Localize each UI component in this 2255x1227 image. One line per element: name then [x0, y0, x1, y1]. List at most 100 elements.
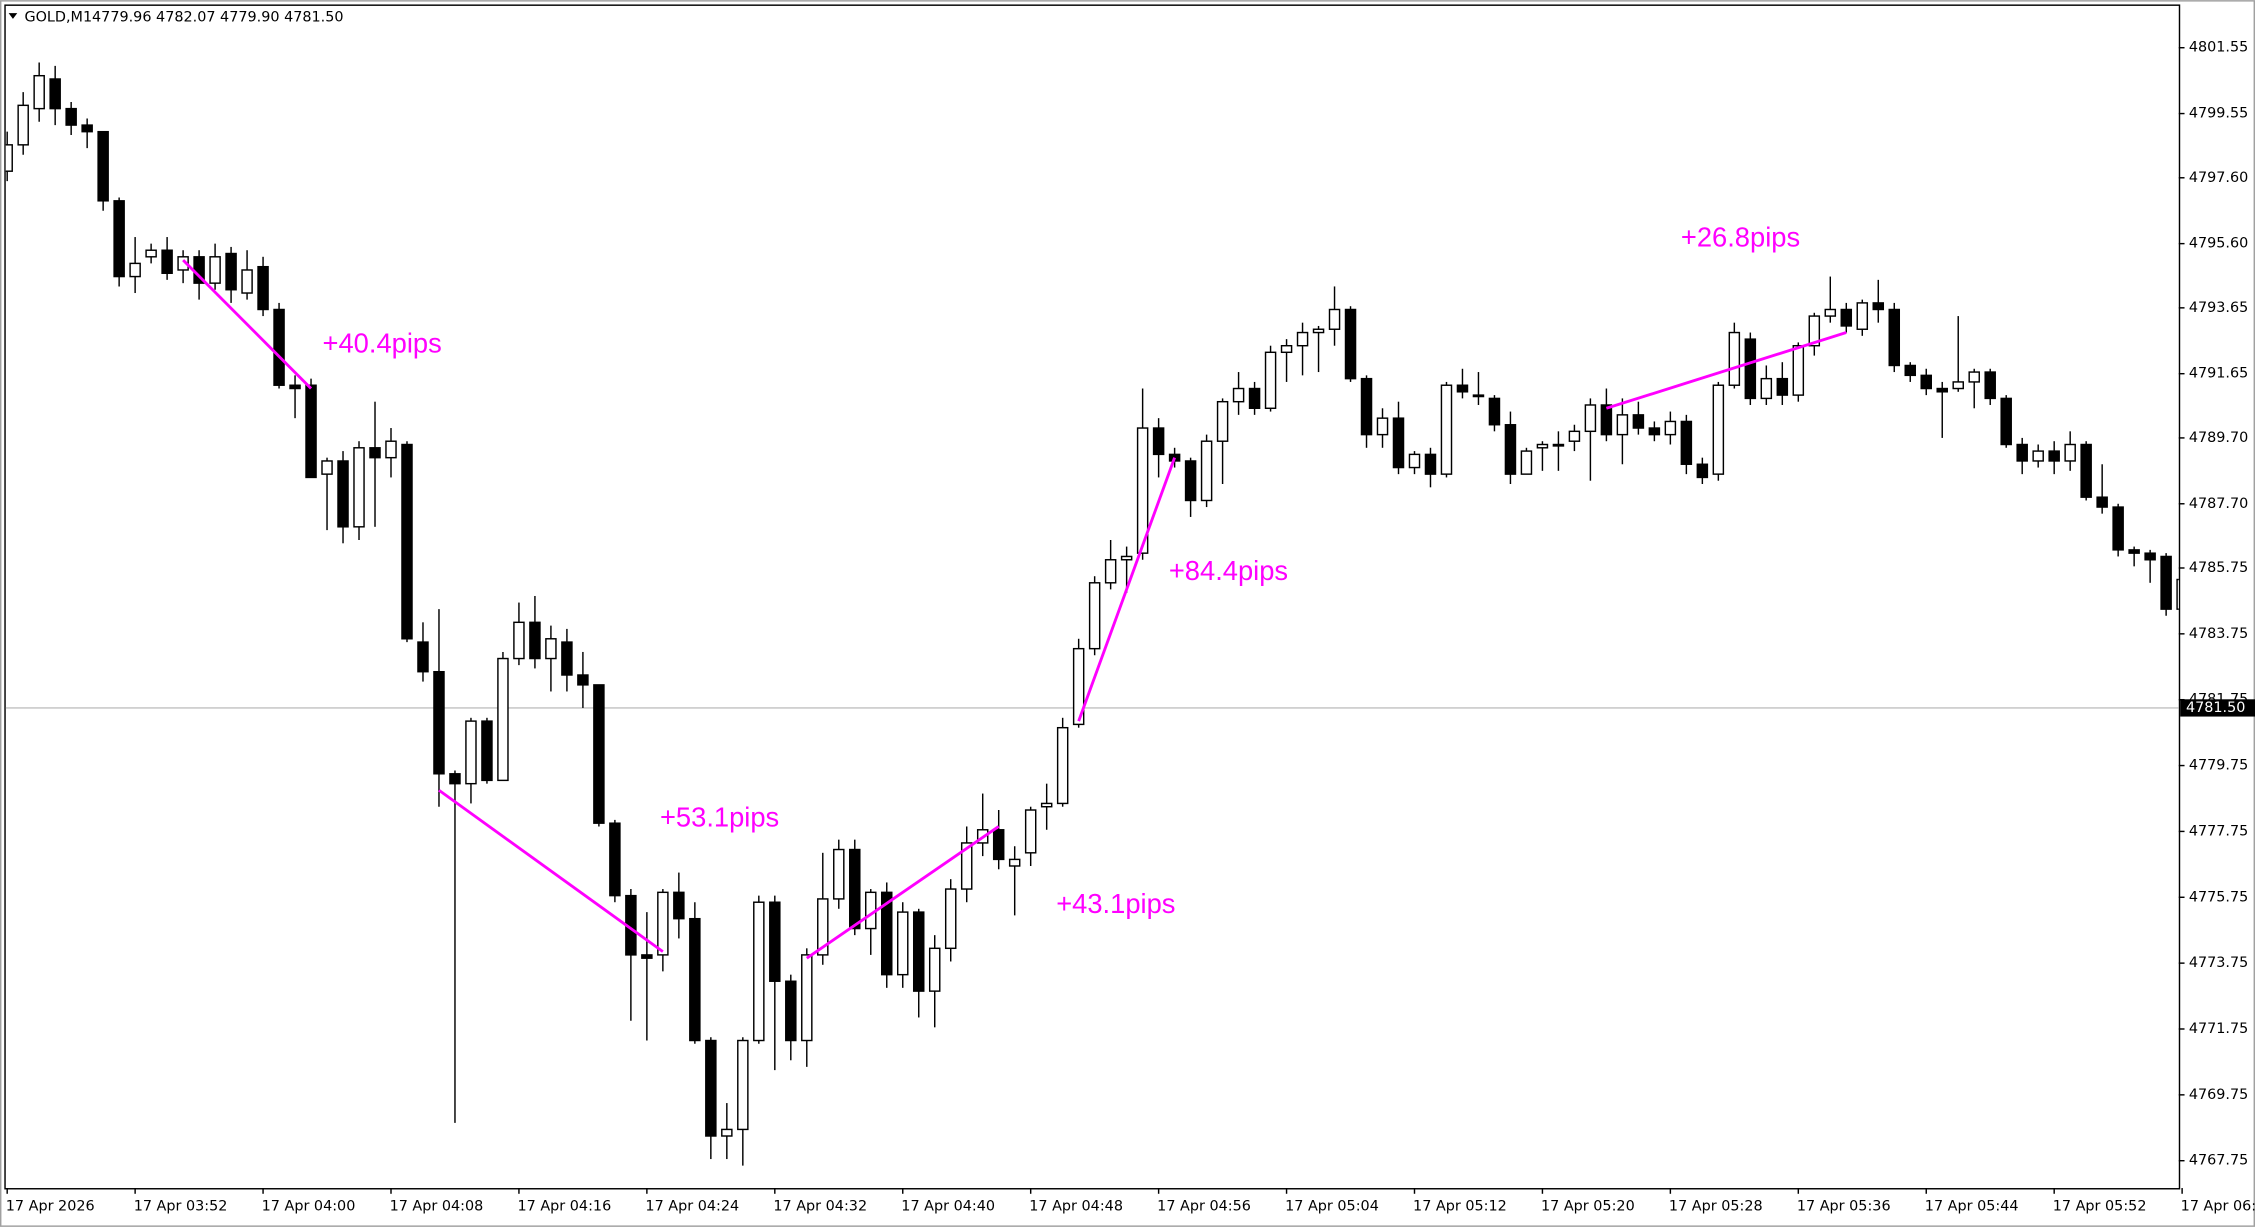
candle-body — [801, 954, 813, 1042]
candle-body — [337, 460, 349, 528]
candle-body — [1648, 427, 1661, 436]
y-tick-label: 4793.65 — [2189, 300, 2248, 316]
candle-body — [2064, 443, 2076, 462]
candle-body — [641, 954, 653, 959]
y-tick-label: 4773.75 — [2189, 955, 2248, 971]
candle-body — [1872, 302, 1885, 311]
candle-body — [1664, 420, 1677, 436]
candle-body — [992, 829, 1005, 861]
candle-body — [49, 78, 61, 110]
candle-body — [1360, 377, 1373, 436]
candle-body — [849, 848, 861, 930]
candle-body — [369, 447, 381, 459]
candle-body — [1856, 302, 1869, 330]
candle-body — [1552, 443, 1565, 447]
candle-body — [928, 947, 941, 992]
candle-body — [561, 641, 573, 676]
annotation-label: +53.1pips — [660, 802, 779, 833]
candle-body — [2144, 552, 2156, 561]
candle-body — [161, 249, 173, 274]
candle-body — [129, 262, 141, 278]
candle-body — [1120, 555, 1133, 561]
symbol-title: GOLD,M1 — [24, 9, 92, 25]
candle-body — [353, 447, 365, 528]
ohlc-header: 4779.96 4782.07 4779.90 4781.50 — [92, 9, 344, 25]
candle-body — [1904, 364, 1917, 377]
x-tick-label: 17 Apr 04:40 — [901, 1199, 995, 1215]
candle-body — [817, 898, 829, 956]
x-tick-label: 17 Apr 05:52 — [2053, 1199, 2147, 1215]
candle-body — [305, 384, 317, 479]
candle-body — [257, 265, 269, 311]
candle-body — [785, 980, 797, 1042]
candle-body — [2000, 397, 2012, 446]
candle-body — [1600, 404, 1613, 436]
candle-body — [912, 911, 925, 992]
candle-body — [1472, 394, 1485, 398]
trend-line — [182, 259, 313, 390]
candle-body — [2176, 578, 2179, 610]
y-tick-label: 4799.55 — [2189, 106, 2248, 122]
y-tick-label: 4785.75 — [2189, 560, 2248, 576]
trend-line — [805, 825, 1000, 960]
candle-body — [1680, 420, 1693, 465]
x-tick-label: 17 Apr 05:04 — [1285, 1199, 1379, 1215]
annotation-label: +40.4pips — [323, 328, 442, 359]
candle-body — [529, 621, 541, 660]
candle-body — [737, 1039, 749, 1131]
y-tick-label: 4789.70 — [2189, 430, 2248, 446]
candle-body — [1056, 726, 1069, 805]
candle-body — [1040, 802, 1053, 808]
annotation-label: +84.4pips — [1169, 555, 1288, 586]
candle-body — [1312, 328, 1325, 334]
candle-body — [2048, 450, 2060, 462]
plot-frame — [4, 4, 2181, 1190]
candle-body — [401, 443, 413, 640]
candle-body — [97, 130, 109, 202]
candle-body — [417, 641, 429, 673]
x-tick-label: 17 Apr 06:00 — [2181, 1199, 2255, 1215]
candle-body — [1232, 387, 1245, 403]
x-tick-label: 17 Apr 05:36 — [1797, 1199, 1891, 1215]
y-tick-label: 4795.60 — [2189, 236, 2248, 252]
candle-body — [1008, 858, 1021, 867]
candle-body — [1952, 381, 1964, 390]
trend-line — [1605, 331, 1847, 410]
candle-body — [1104, 559, 1117, 584]
menu-triangle[interactable] — [8, 13, 18, 19]
x-tick-label: 17 Apr 04:32 — [773, 1199, 867, 1215]
candle-body — [1504, 424, 1517, 475]
candle-body — [1456, 384, 1469, 393]
candle-body — [960, 842, 973, 890]
candle-body — [497, 657, 509, 782]
x-tick-label: 17 Apr 04:16 — [517, 1199, 611, 1215]
candle-body — [2016, 443, 2028, 462]
x-tick-label: 17 Apr 05:12 — [1413, 1199, 1507, 1215]
candle-body — [1072, 647, 1085, 726]
x-tick-label: 17 Apr 2026 — [6, 1199, 95, 1215]
candle-body — [1776, 377, 1789, 396]
candle-body — [1728, 331, 1741, 386]
candle-body — [1568, 430, 1581, 442]
y-tick-label: 4777.75 — [2189, 823, 2248, 839]
candle-body — [1200, 440, 1213, 502]
annotation-label: +43.1pips — [1056, 888, 1175, 919]
candle-body — [1216, 400, 1229, 442]
candle-body — [833, 848, 845, 900]
x-tick-label: 17 Apr 04:48 — [1029, 1199, 1123, 1215]
candle-body — [689, 917, 701, 1042]
candle-body — [1888, 308, 1901, 367]
y-tick-label: 4791.65 — [2189, 366, 2248, 382]
candle-body — [753, 901, 765, 1042]
candle-body — [17, 104, 29, 146]
candle-body — [1248, 387, 1261, 409]
candle-body — [2160, 555, 2172, 610]
trend-line — [438, 789, 664, 953]
candle-body — [1840, 308, 1853, 327]
candle-body — [289, 384, 301, 390]
x-tick-label: 17 Apr 04:08 — [390, 1199, 484, 1215]
candle-body — [225, 252, 237, 291]
candle-body — [1696, 463, 1709, 479]
